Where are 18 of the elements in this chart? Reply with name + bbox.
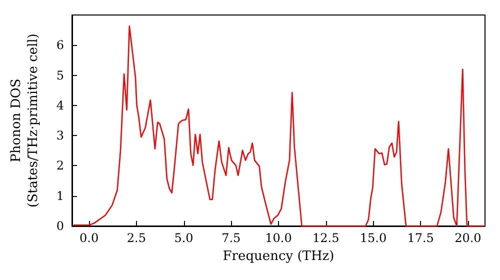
y-tick-label: 5	[56, 68, 64, 82]
y-tick-label: 3	[56, 128, 64, 143]
x-tick-label: 5.0	[174, 231, 194, 245]
y-tick-label: 0	[56, 219, 64, 233]
x-tick-label: 15.0	[360, 231, 387, 245]
x-tick-label: 10.0	[265, 231, 292, 245]
x-tick-label: 0.0	[80, 231, 99, 245]
x-tick-label: 17.5	[407, 231, 434, 245]
y-tick-label: 4	[56, 98, 64, 112]
x-tick-label: 7.5	[222, 231, 241, 245]
x-tick-label: 2.5	[126, 231, 146, 245]
y-axis-title: Phonon DOS (States/THz·primitive cell)	[9, 33, 41, 208]
x-tick-label: 20.0	[454, 231, 482, 245]
x-tick-label: 12.5	[312, 231, 340, 245]
y-tick-label: 2	[56, 158, 64, 173]
x-axis-title: Frequency (THz)	[222, 249, 334, 264]
y-tick-label: 6	[56, 38, 64, 52]
y-tick-label: 1	[56, 188, 64, 203]
